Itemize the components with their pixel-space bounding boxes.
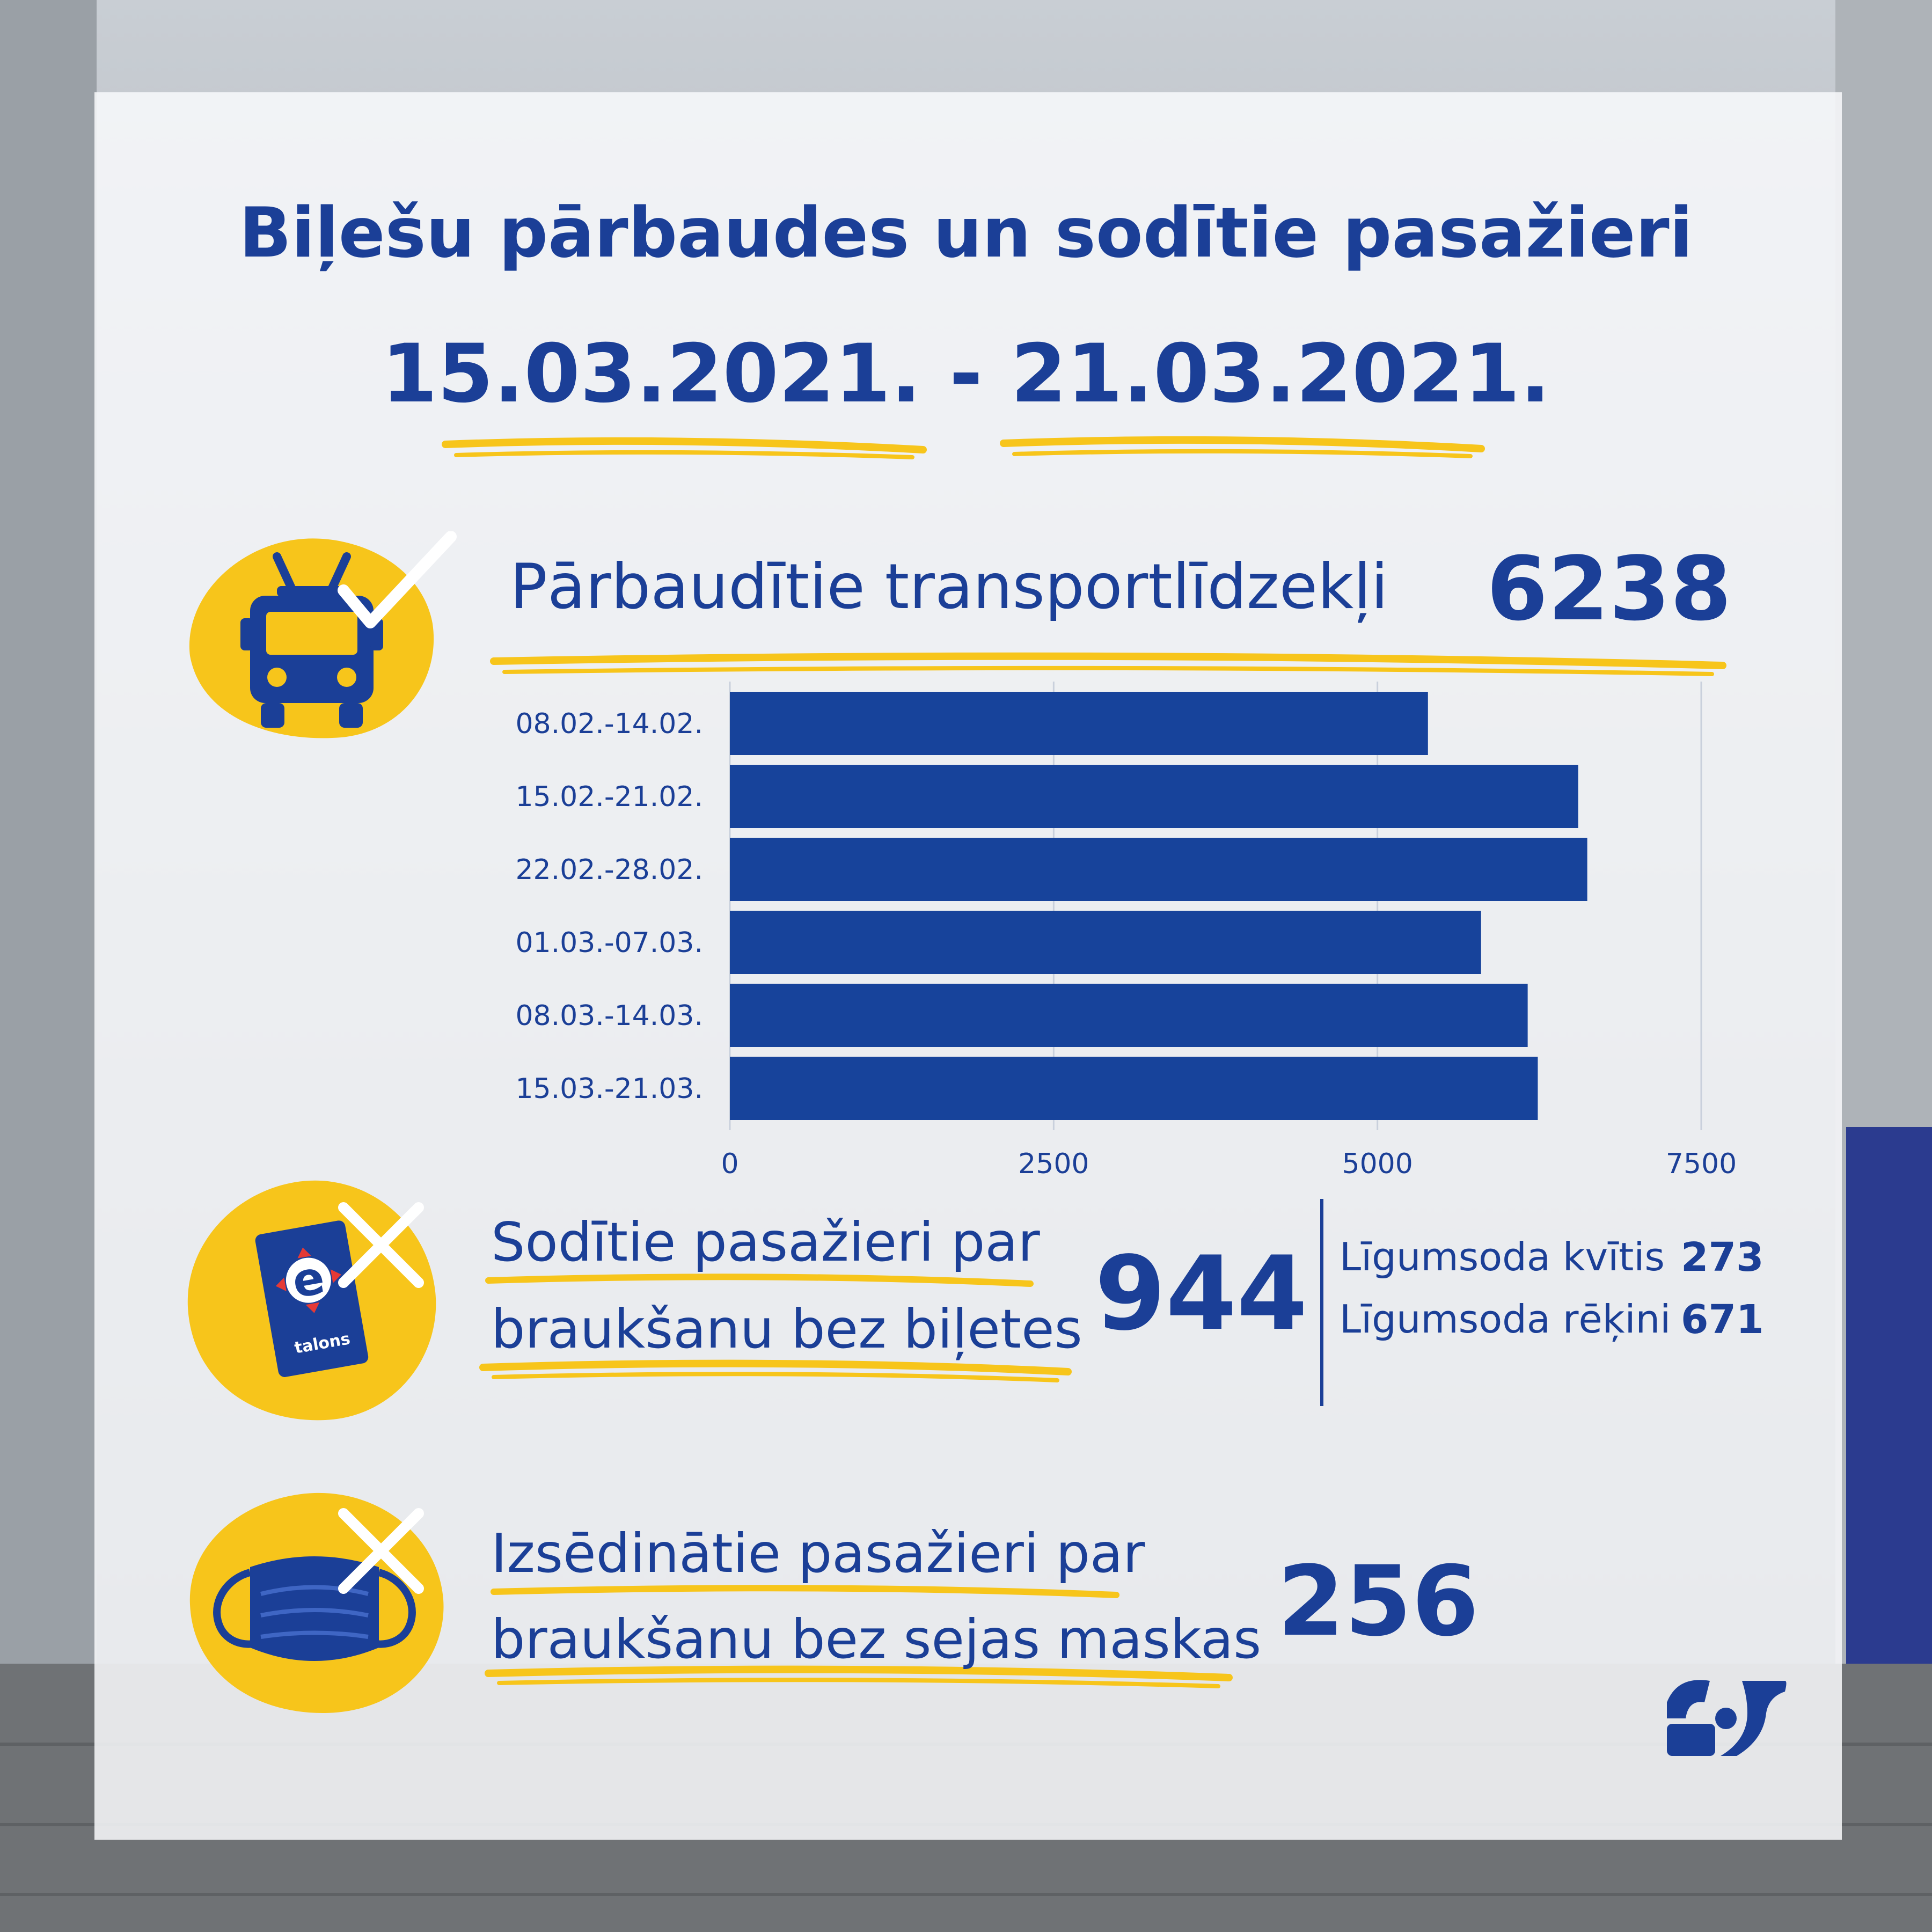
breakdown-label-1: Līgumsoda kvītis (1340, 1234, 1665, 1279)
chart-category-labels: 08.02.-14.02. 15.02.-21.02. 22.02.-28.02. 0… (515, 708, 703, 1105)
masks-label-line1: Izsēdinātie pasažieri par (491, 1522, 1145, 1585)
trolleybus-icon (189, 538, 434, 738)
category-label: 08.03.-14.03. (515, 1000, 703, 1032)
category-label: 22.02.-28.02. (515, 854, 703, 886)
masks-label-line2: braukšanu bez sejas maskas (491, 1608, 1262, 1671)
chart-gridlines (729, 682, 1702, 1130)
fined-value: 944 (1095, 1234, 1308, 1353)
category-label: 01.03.-07.03. (515, 927, 703, 959)
cross-icon (338, 1202, 424, 1288)
x-tick-label: 7500 (1666, 1148, 1737, 1180)
bar-5 (730, 1057, 1538, 1120)
bar-1 (730, 765, 1578, 828)
rigas-satiksme-logo (1667, 1680, 1787, 1756)
page-title: Biļešu pārbaudes un sodītie pasažieri (239, 193, 1693, 273)
category-label: 15.03.-21.03. (515, 1073, 703, 1105)
cross-icon-mask (338, 1508, 424, 1594)
fined-label-line2: braukšanu bez biļetes (491, 1298, 1082, 1360)
chart-bars (730, 692, 1587, 1120)
category-label: 08.02.-14.02. (515, 708, 703, 740)
breakdown-value-1: 273 (1681, 1234, 1764, 1280)
breakdown-label-2: Līgumsoda rēķini (1340, 1297, 1671, 1342)
vehicles-bar-chart: 08.02.-14.02. 15.02.-21.02. 22.02.-28.02. 0… (515, 682, 1737, 1180)
category-label: 15.02.-21.02. (515, 781, 703, 813)
checkmark-icon (338, 531, 457, 628)
chart-tick-labels: 0 2500 5000 7500 (721, 1148, 1737, 1180)
x-tick-label: 2500 (1018, 1148, 1089, 1180)
breakdown-divider (1320, 1199, 1323, 1406)
vehicles-label: Pārbaudītie transportlīdzekļi (510, 551, 1388, 623)
masks-value: 256 (1277, 1546, 1479, 1658)
bar-0 (730, 692, 1428, 755)
vehicles-value: 6238 (1487, 538, 1732, 640)
date-range: 15.03.2021. - 21.03.2021. (381, 327, 1551, 421)
bar-2 (730, 838, 1587, 901)
fined-label-line1: Sodītie pasažieri par (491, 1211, 1040, 1274)
x-tick-label: 0 (721, 1148, 738, 1180)
bar-4 (730, 984, 1528, 1047)
bar-3 (730, 911, 1481, 974)
x-tick-label: 5000 (1342, 1148, 1413, 1180)
breakdown-value-2: 671 (1681, 1297, 1764, 1343)
